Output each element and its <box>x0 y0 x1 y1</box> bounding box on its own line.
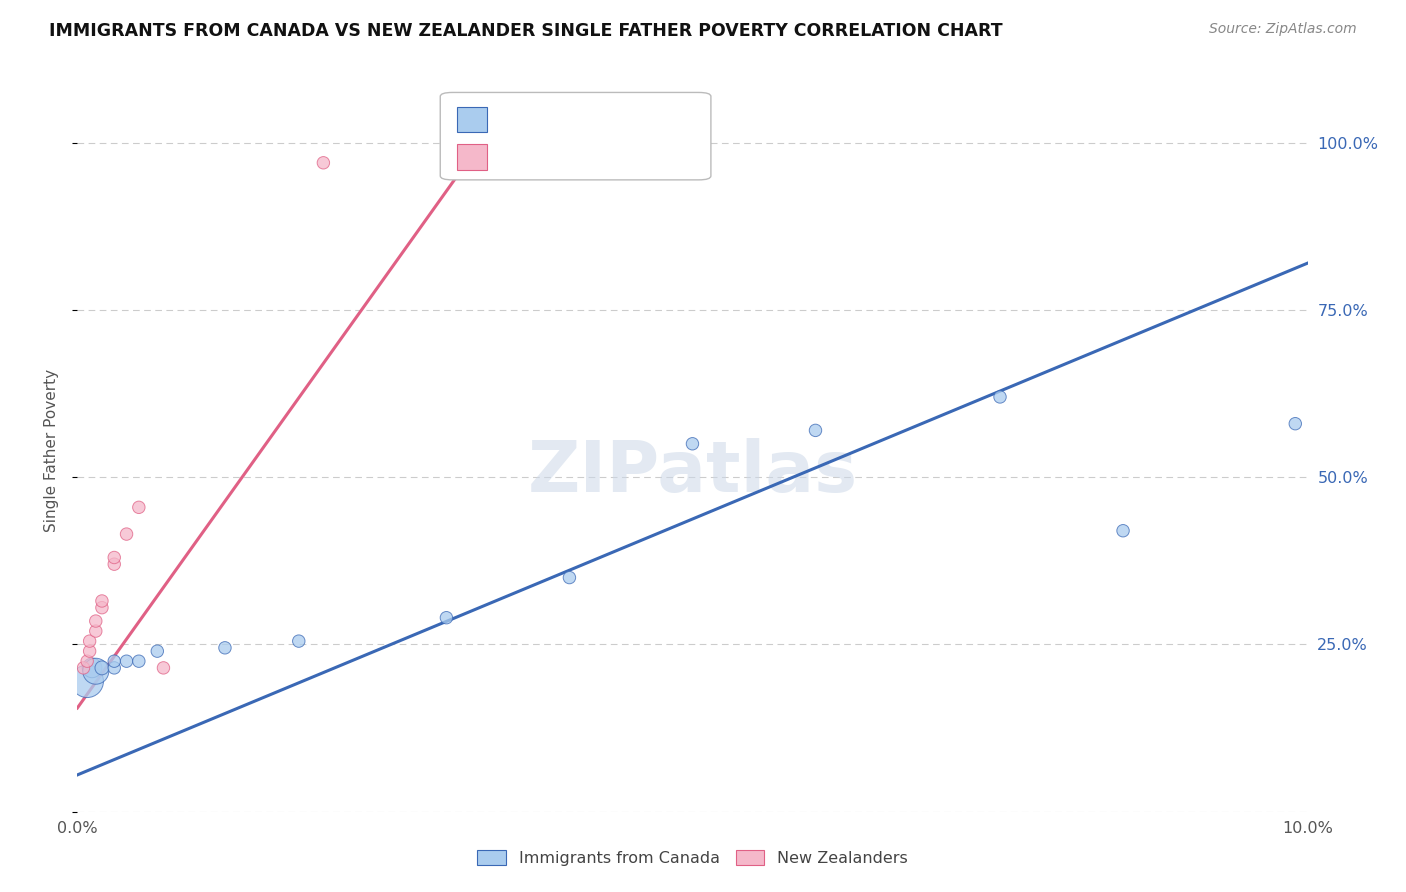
Point <box>152 661 174 675</box>
Point <box>76 654 98 668</box>
Point <box>288 634 311 648</box>
Point <box>84 624 107 639</box>
Point <box>103 654 125 668</box>
Point <box>90 594 114 608</box>
Point <box>128 500 150 515</box>
Point <box>128 654 150 668</box>
Point <box>620 156 643 170</box>
Point <box>312 156 335 170</box>
Point <box>103 661 125 675</box>
Point <box>214 640 236 655</box>
Legend: Immigrants from Canada, New Zealanders: Immigrants from Canada, New Zealanders <box>471 844 914 872</box>
Text: ZIPatlas: ZIPatlas <box>527 438 858 507</box>
Point <box>1284 417 1306 431</box>
Point <box>115 527 138 541</box>
Point <box>84 664 107 679</box>
Point <box>82 661 104 675</box>
Point <box>90 600 114 615</box>
Point <box>558 571 581 585</box>
Point <box>103 550 125 565</box>
Point <box>76 674 98 689</box>
Point <box>804 424 827 438</box>
Point <box>146 644 169 658</box>
Point <box>436 611 458 625</box>
Point <box>988 390 1011 404</box>
Text: IMMIGRANTS FROM CANADA VS NEW ZEALANDER SINGLE FATHER POVERTY CORRELATION CHART: IMMIGRANTS FROM CANADA VS NEW ZEALANDER … <box>49 22 1002 40</box>
Point <box>103 557 125 572</box>
Point <box>682 436 704 450</box>
Text: Source: ZipAtlas.com: Source: ZipAtlas.com <box>1209 22 1357 37</box>
Point <box>115 654 138 668</box>
Point <box>84 614 107 628</box>
Y-axis label: Single Father Poverty: Single Father Poverty <box>44 369 59 532</box>
Point <box>72 661 94 675</box>
Point <box>79 644 101 658</box>
Point <box>79 634 101 648</box>
Point <box>1112 524 1135 538</box>
Point <box>90 661 114 675</box>
